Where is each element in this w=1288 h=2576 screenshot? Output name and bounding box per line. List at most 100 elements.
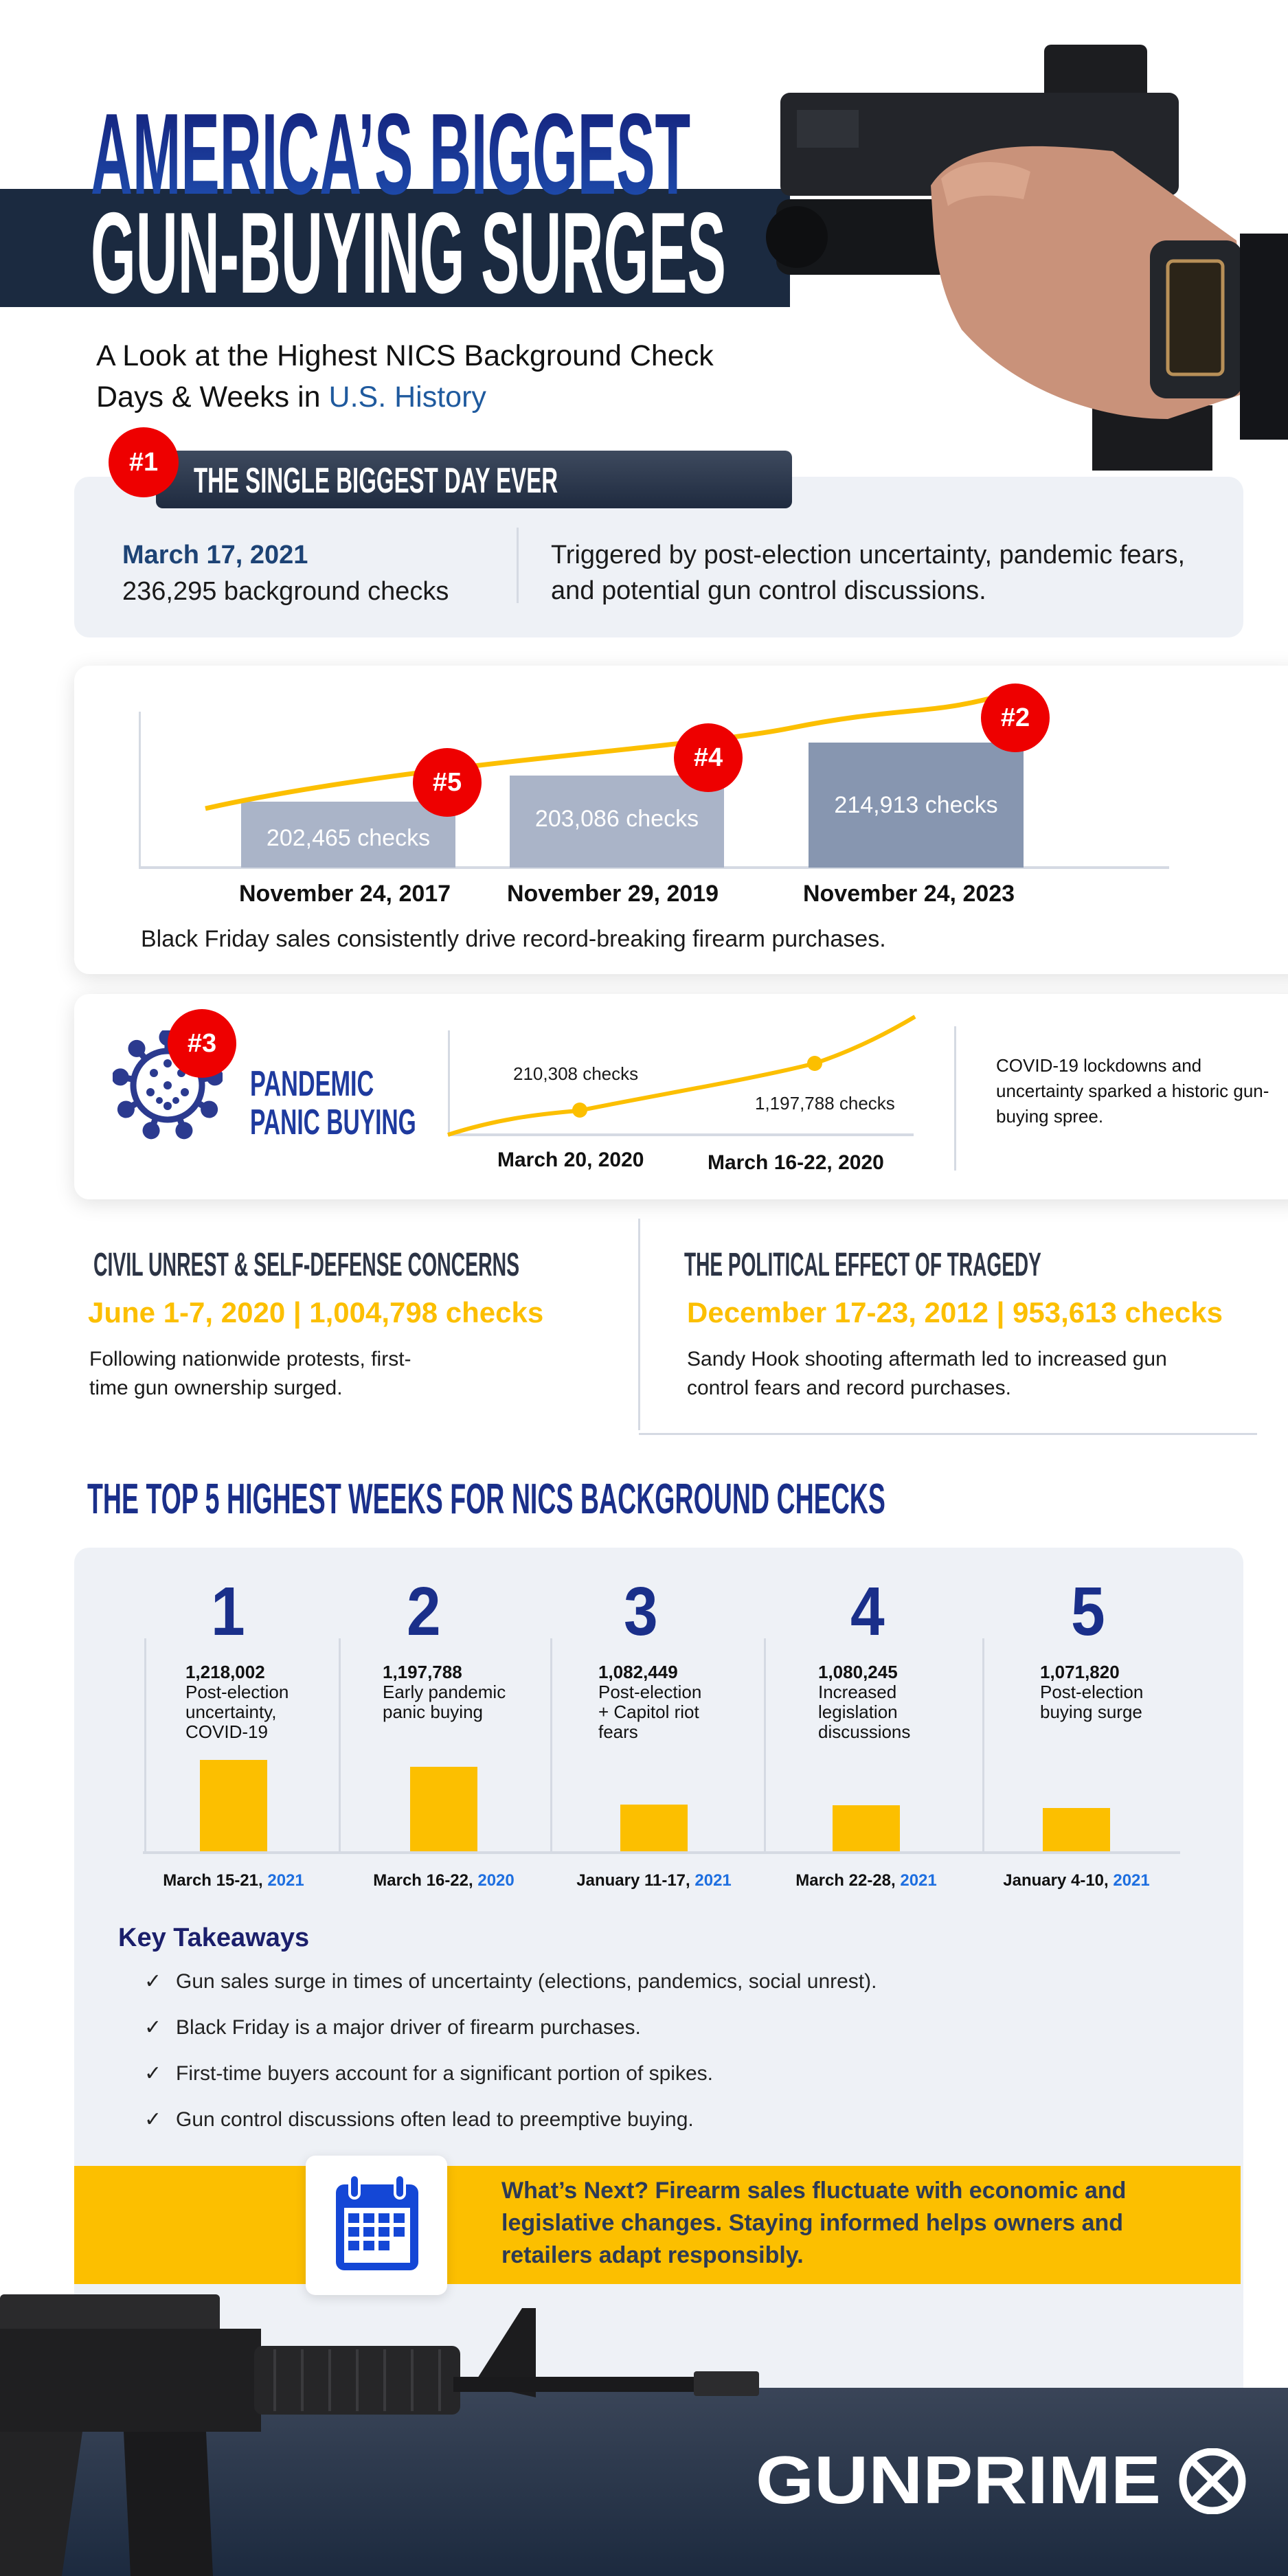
data-point [572, 1103, 587, 1118]
biggest-day-checks: 236,295 background checks [122, 577, 449, 606]
biggest-day-header [156, 451, 792, 508]
top5-heading: THE TOP 5 HIGHEST WEEKS FOR NICS BACKGRO… [87, 1476, 885, 1523]
week-reason: fears [598, 1721, 638, 1742]
week-reason: discussions [818, 1721, 911, 1742]
week-reason: Early pandemic [383, 1682, 506, 1702]
week-reason: Post-election [598, 1682, 702, 1702]
week-info: 1,071,820 Post-election buying surge [1040, 1662, 1143, 1722]
column-divider [982, 1638, 984, 1853]
week-date-text: January 11-17, [576, 1871, 695, 1890]
point-label: 210,308 checks [513, 1063, 639, 1084]
week-value: 1,197,788 [383, 1662, 462, 1682]
week-date-text: January 4-10, [1003, 1871, 1114, 1890]
week-date: January 11-17, 2021 [576, 1871, 732, 1890]
week-info: 1,082,449 Post-election + Capitol riot fear… [598, 1662, 701, 1742]
check-icon: ✓ [144, 2108, 162, 2131]
calendar-card [306, 2156, 447, 2295]
pandemic-title-line1: PANDEMIC [250, 1064, 374, 1104]
rank-number: 2 [407, 1573, 441, 1650]
page-title-line2: GUN-BUYING SURGES [91, 188, 726, 317]
rank-number: 4 [850, 1573, 885, 1650]
whats-next-line: retailers adapt responsibly. [501, 2242, 804, 2268]
gunprime-logo: GUNPRIME [756, 2448, 1246, 2514]
week-info: 1,080,245 Increased legislation discussions [818, 1662, 910, 1742]
tragedy-description: Sandy Hook shooting aftermath led to inc… [687, 1345, 1167, 1403]
bar-date: November 24, 2017 [239, 881, 451, 907]
week-value: 1,071,820 [1040, 1662, 1120, 1682]
divider [954, 1026, 956, 1171]
week-reason: + Capitol riot [598, 1702, 699, 1722]
trend-line [205, 696, 990, 811]
bar-date: November 29, 2019 [507, 881, 719, 907]
column-divider [550, 1638, 552, 1853]
check-icon: ✓ [144, 2016, 162, 2039]
week-year: 2020 [477, 1871, 515, 1890]
rifle-image [0, 2294, 759, 2576]
check-icon: ✓ [144, 2062, 162, 2085]
whats-next-line: legislative changes. Staying informed he… [501, 2210, 1124, 2236]
civil-unrest-description: Following nationwide protests, first-tim… [89, 1345, 411, 1403]
rank-badge: #1 [109, 427, 179, 497]
week-value: 1,218,002 [185, 1662, 265, 1682]
description-line: Sandy Hook shooting aftermath led to inc… [687, 1348, 1167, 1370]
takeaway-item: ✓ Black Friday is a major driver of firea… [144, 2015, 641, 2040]
tragedy-stat: December 17-23, 2012 | 953,613 checks [687, 1296, 1223, 1329]
subtitle-line2: Days & Weeks in U.S. History [96, 376, 714, 418]
rank-badge: #2 [981, 683, 1050, 752]
week-reason: panic buying [383, 1702, 483, 1722]
pandemic-line-path [447, 1015, 916, 1137]
week-date-text: March 16-22, [373, 1871, 478, 1890]
takeaway-text: Gun control discussions often lead to pr… [176, 2108, 694, 2131]
chart-baseline [448, 1133, 914, 1136]
week-info: 1,218,002 Post-election uncertainty, COVID-… [185, 1662, 289, 1742]
logo-mark-icon [1179, 2448, 1246, 2514]
week-value: 1,082,449 [598, 1662, 678, 1682]
divider [639, 1433, 1257, 1435]
takeaway-item: ✓ Gun sales surge in times of uncertainty… [144, 1969, 877, 1993]
week-date: March 22-28, 2021 [795, 1871, 936, 1890]
week-date-text: March 22-28, [795, 1871, 901, 1890]
rank-badge: #4 [674, 723, 743, 792]
chart-y-axis [139, 712, 141, 868]
chart-baseline [143, 1851, 1180, 1854]
week-reason: buying surge [1040, 1702, 1142, 1722]
rank-badge: #5 [413, 748, 482, 817]
top5-card [74, 1548, 1243, 2441]
week-date: March 16-22, 2020 [373, 1871, 514, 1890]
week-info: 1,197,788 Early pandemic panic buying [383, 1662, 506, 1722]
civil-unrest-stat: June 1-7, 2020 | 1,004,798 checks [88, 1296, 544, 1329]
week-year: 2021 [900, 1871, 937, 1890]
bar-date: November 24, 2023 [803, 881, 1015, 907]
divider [517, 528, 519, 603]
calendar-icon [336, 2173, 418, 2270]
biggest-day-heading: THE SINGLE BIGGEST DAY EVER [194, 461, 558, 501]
rank-number: 1 [211, 1573, 245, 1650]
week-reason: Post-election [185, 1682, 289, 1702]
page-title-line1: AMERICA’S BIGGEST [91, 89, 691, 218]
bar-2023: 214,913 checks [809, 743, 1024, 868]
week-date: March 15-21, 2021 [163, 1871, 304, 1890]
logo-text: GUNPRIME [756, 2448, 1161, 2514]
week-reason: legislation [818, 1702, 898, 1722]
point-date: March 20, 2020 [497, 1149, 644, 1171]
rank-badge: #3 [168, 1009, 236, 1078]
takeaway-item: ✓ Gun control discussions often lead to p… [144, 2108, 694, 2132]
week-year: 2021 [267, 1871, 304, 1890]
week-bar [833, 1805, 900, 1852]
data-point [807, 1056, 822, 1071]
takeaways-heading: Key Takeaways [118, 1923, 310, 1952]
week-date: January 4-10, 2021 [1003, 1871, 1149, 1890]
pandemic-title-line2: PANIC BUYING [250, 1103, 416, 1142]
takeaway-item: ✓ First-time buyers account for a signifi… [144, 2061, 713, 2086]
biggest-day-date: March 17, 2021 [122, 541, 308, 569]
takeaway-text: Black Friday is a major driver of firear… [176, 2016, 641, 2039]
week-reason: Post-election [1040, 1682, 1144, 1702]
rank-number: 3 [624, 1573, 658, 1650]
whats-next-line: What’s Next? Firearm sales fluctuate wit… [501, 2178, 1127, 2204]
black-friday-caption: Black Friday sales consistently drive re… [141, 926, 886, 952]
pistol-hand-image [766, 45, 1288, 471]
week-reason: uncertainty, [185, 1702, 277, 1722]
week-reason: Increased [818, 1682, 897, 1702]
week-bar [410, 1767, 477, 1852]
subtitle: A Look at the Highest NICS Background Ch… [96, 335, 714, 418]
